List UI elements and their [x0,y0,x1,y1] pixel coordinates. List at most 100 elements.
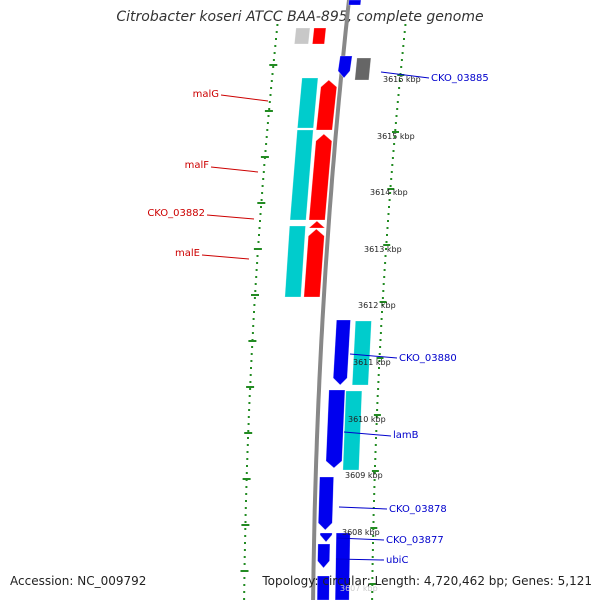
track-dot [376,402,379,404]
track-dot [400,66,403,68]
outer-dotted-track [371,24,407,600]
track-dot [384,255,387,257]
inner-dotted-track [243,24,279,600]
track-dot [384,262,387,264]
track-dot [270,87,273,89]
track-dot [253,311,255,313]
track-dot [255,276,258,278]
track-dot [389,185,392,187]
track-dot [374,444,377,446]
track-dot [264,150,267,152]
track-dot [252,318,255,320]
track-dot [258,227,261,229]
track-dot [260,206,262,208]
tick-dash [387,188,395,190]
leader-cko-03885 [380,71,430,79]
track-dot [247,416,250,418]
cds-ubic [317,543,331,569]
gene-label-ubic[interactable]: ubiC [386,555,408,566]
cds-downstream-2 [316,575,330,600]
label-leader-lines [201,71,430,561]
gene-label-cko-03877[interactable]: CKO_03877 [386,535,444,546]
tick-dash [370,527,378,529]
track-dot [256,255,259,257]
cds-cko-03882 [308,220,326,229]
tick-dash [253,248,262,250]
track-dot [251,332,254,334]
gene-label-male[interactable]: malE [175,248,200,259]
track-dot [371,563,374,565]
track-dot [371,598,374,600]
gene-features [284,0,372,600]
gene-label-cko-03880[interactable]: CKO_03880 [399,353,457,364]
cds-cko-03885 [337,55,353,79]
gene-label-cko-03885[interactable]: CKO_03885 [431,73,489,84]
track-dot [243,584,246,586]
leader-cko-03882 [206,214,255,220]
gene-label-malf[interactable]: malF [185,160,210,171]
track-dot [390,178,393,180]
tick-dash [269,64,278,66]
map-title: Citrobacter koseri ATCC BAA-895, complet… [116,9,484,25]
track-dot [404,24,407,26]
track-dot [394,122,397,124]
track-dot [244,507,247,509]
tick-dash [392,131,399,133]
track-dot [371,570,374,572]
track-dot [381,297,384,299]
track-dot [373,493,376,495]
track-dot [245,486,248,488]
annotation-malf [289,129,314,221]
track-dot [244,514,247,516]
track-dot [252,325,255,327]
track-dot [262,178,265,180]
track-dot [377,388,380,390]
cds-cko-03878 [317,476,334,531]
track-dot [273,52,276,54]
backbone-line [311,0,351,600]
gene-label-cko-03882[interactable]: CKO_03882 [147,208,205,219]
track-dot [372,514,375,516]
track-dot [378,353,381,355]
cds-male [303,228,325,298]
track-dot [259,213,262,215]
track-dot [243,598,246,600]
track-dot [261,185,264,187]
track-dot [266,122,269,124]
track-dot [259,220,261,222]
gene-label-cko-03878[interactable]: CKO_03878 [389,504,447,515]
track-dot [375,437,377,439]
tick-dash [369,583,377,585]
gene-fragment-red [312,27,327,45]
track-dot [388,206,390,208]
track-dot [377,374,380,376]
track-dot [371,591,374,593]
cds-malf [308,133,333,221]
gene-grey-block [354,57,372,81]
track-dot [390,171,393,173]
tick-dash [241,524,250,526]
track-dot [371,549,374,551]
tick-dash [242,478,251,480]
track-dot [375,416,378,418]
leader-male [201,254,250,260]
track-dot [243,577,246,579]
track-dot [391,157,394,159]
track-dot [372,542,374,544]
track-dot [263,164,266,166]
leader-lamb [343,431,392,437]
track-dot [393,136,396,138]
gene-label-lamb[interactable]: lamB [393,430,419,441]
track-dot [380,318,383,320]
track-dot [244,528,247,530]
tick-label-3607: 3607 kbp [340,584,378,593]
gene-label-malg[interactable]: malG [193,89,219,100]
leader-malf [210,166,259,173]
track-dot [371,556,374,558]
track-dot [255,269,258,271]
tick-label-3612: 3612 kbp [358,301,396,310]
track-dot [245,500,247,502]
annotation-lamb [342,390,363,471]
track-dot [396,101,399,103]
track-dot [250,367,252,369]
